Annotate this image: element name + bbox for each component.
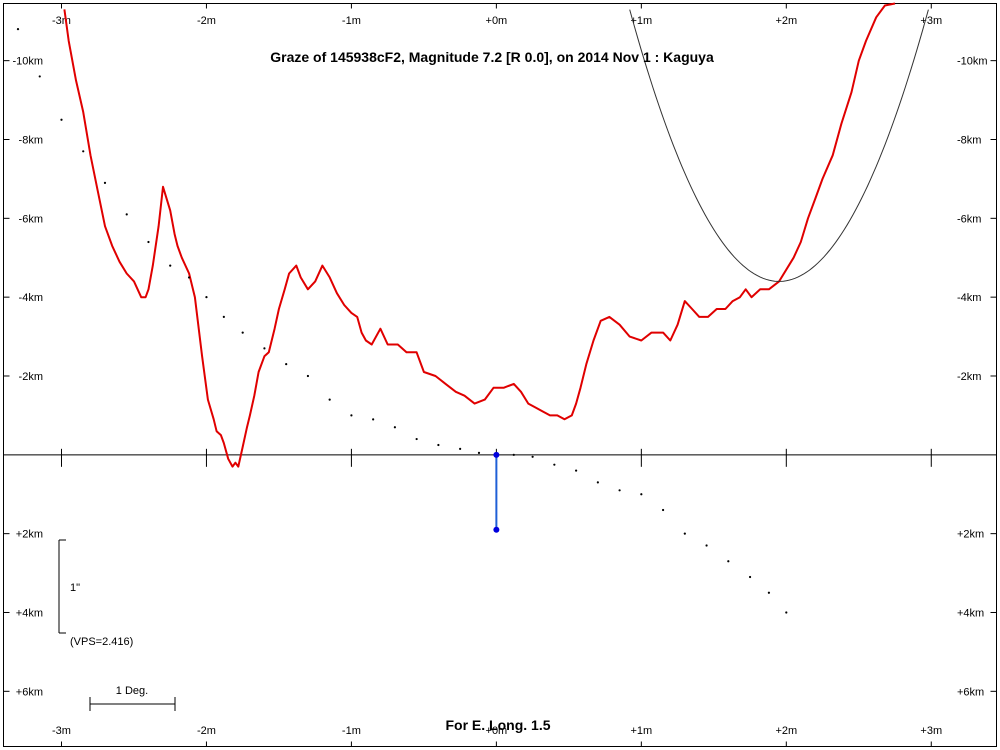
x-tick-label-top: +1m (630, 15, 652, 27)
vps-label: (VPS=2.416) (70, 636, 133, 648)
x-tick-label-top: -2m (197, 15, 216, 27)
mean-limb-dot (222, 315, 225, 318)
mean-limb-dot (640, 493, 643, 496)
y-tick-label-right: +4km (957, 607, 984, 619)
marker-point-end (493, 526, 500, 533)
x-tick-label-top: -1m (342, 15, 361, 27)
x-tick-label-top: -3m (52, 15, 71, 27)
limb-profile-line (63, 2, 896, 468)
y-tick-label-left: +6km (16, 686, 43, 698)
mean-limb-dot (596, 481, 599, 484)
x-tick-label-bottom: +3m (920, 725, 942, 737)
mean-limb-dot (705, 544, 708, 547)
y-tick-label-left: -6km (19, 213, 43, 225)
mean-limb-dot (125, 213, 128, 216)
mean-limb-dot (393, 426, 397, 429)
mean-limb-dot (372, 418, 375, 421)
y-tick-label-left: -4km (19, 292, 43, 304)
mean-limb-dot (82, 150, 85, 153)
y-tick-label-left: -10km (12, 56, 43, 68)
mean-limb-dot (553, 463, 556, 466)
mean-limb-dot (16, 28, 20, 31)
x-tick-label-top: +2m (775, 15, 797, 27)
mean-limb-dot (785, 611, 788, 614)
x-tick-label-bottom: +2m (775, 725, 797, 737)
mean-limb-dot (748, 575, 752, 579)
mean-limb-dot (285, 363, 288, 366)
y-tick-label-right: -6km (957, 213, 981, 225)
mean-limb-dot (683, 532, 686, 535)
y-tick-label-left: -2km (19, 371, 43, 383)
mean-limb-dot (477, 451, 481, 454)
mean-limb-dot (575, 469, 578, 472)
mean-limb-dot (459, 447, 462, 451)
x-tick-label-bottom: -2m (197, 725, 216, 737)
y-tick-label-left: +4km (16, 607, 43, 619)
y-tick-label-right: +6km (957, 686, 984, 698)
plot-frame (3, 3, 997, 747)
y-tick-label-right: -8km (957, 134, 981, 146)
y-tick-label-left: -8km (19, 134, 43, 146)
mean-limb-dot (169, 264, 172, 267)
x-tick-label-bottom: -3m (52, 725, 71, 737)
axis-layer: -3m -3m -2m -2m -1m -1m +0m +0m +1m +1m +2m +2m +3m +… (3, 3, 997, 747)
x-tick-label-bottom: +0m (486, 725, 508, 737)
mean-limb-dot (328, 398, 331, 401)
x-tick-label-bottom: +1m (630, 725, 652, 737)
parabola-curve (629, 9, 929, 282)
marker-point-start (493, 451, 500, 458)
horizontal-scale-bar: 1 Deg. (89, 685, 176, 711)
y-tick-label-right: +2km (957, 529, 984, 541)
mean-limb-dot (241, 331, 244, 334)
mean-limb-dot (263, 347, 266, 350)
chart-footer: For E. Long. 1.5 (445, 717, 550, 733)
mean-limb-dot (147, 240, 150, 244)
y-tick-label-left: +2km (16, 529, 43, 541)
mean-limb-dot (38, 75, 41, 78)
mean-limb-dot (415, 437, 418, 441)
mean-limb-dot (767, 591, 771, 594)
mean-limb-dot (187, 276, 191, 279)
y-tick-label-right: -2km (957, 371, 981, 383)
x-tick-label-top: +0m (486, 15, 508, 27)
vertical-scale-bar-label: 1" (70, 582, 80, 594)
chart-title: Graze of 145938cF2, Magnitude 7.2 [R 0.0… (270, 49, 714, 65)
mean-limb-dot (531, 455, 534, 458)
x-tick-label-bottom: -1m (342, 725, 361, 737)
mean-limb-dot (661, 508, 665, 512)
mean-limb-dot (727, 560, 730, 563)
y-tick-label-right: -10km (957, 56, 988, 68)
mean-limb-dot (512, 453, 515, 456)
mean-limb-dot (437, 443, 440, 447)
horizontal-scale-bar-label: 1 Deg. (116, 685, 148, 697)
mean-limb-dot (205, 296, 208, 299)
mean-limb-dot (306, 374, 310, 378)
mean-limb-dot (618, 489, 621, 492)
vertical-scale-bar: 1" (VPS=2.416) (58, 539, 133, 648)
mean-limb-dot (60, 118, 63, 121)
mean-limb-dot (350, 414, 353, 417)
series-layer (16, 2, 929, 614)
mean-limb-dot (103, 181, 107, 184)
y-tick-label-right: -4km (957, 292, 981, 304)
